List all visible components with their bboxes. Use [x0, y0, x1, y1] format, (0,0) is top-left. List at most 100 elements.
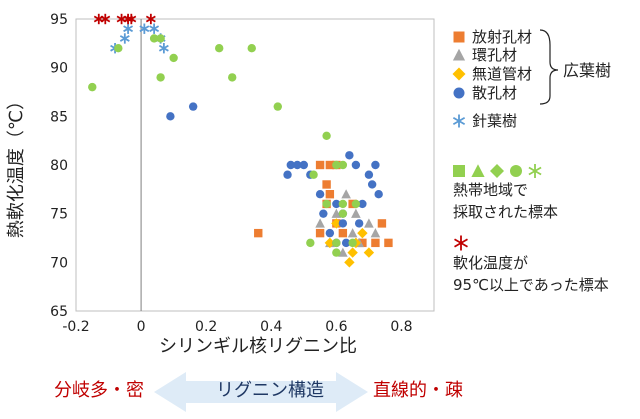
tropical-markers [453, 164, 542, 178]
data-point [166, 112, 175, 121]
data-point [123, 23, 134, 34]
data-point [332, 248, 341, 257]
data-point [348, 238, 357, 248]
data-point [114, 44, 123, 53]
data-point [247, 44, 256, 53]
data-point [123, 13, 134, 25]
data-point [363, 247, 375, 258]
data-point [169, 53, 178, 63]
data-point [286, 160, 295, 170]
hot-note-line1: 軟化温度が [453, 254, 528, 272]
hardwood-group-label: 広葉樹 [563, 61, 611, 80]
legend-marker [453, 31, 465, 43]
data-point [325, 160, 335, 170]
data-point [371, 238, 380, 248]
data-point [188, 102, 198, 111]
branching-dense-label: 分岐多・密 [54, 380, 144, 401]
data-point [344, 257, 355, 268]
y-tick-label: 80 [50, 158, 68, 174]
data-point [351, 208, 361, 218]
hardwood-brace [539, 29, 559, 105]
tropical-legend-marker [510, 165, 522, 177]
hot-marker [454, 235, 468, 251]
data-point [254, 228, 263, 238]
data-point [315, 218, 325, 228]
tropical-note-line1: 熱帯地域で [453, 181, 528, 199]
data-point [341, 189, 351, 199]
x-tick-label: 0 [137, 319, 146, 335]
x-axis-label: シリンギル核リグニン比 [159, 336, 357, 357]
hot-legend-marker [454, 235, 468, 251]
legend-label: 放射孔材 [472, 28, 532, 46]
data-point [283, 170, 292, 179]
data-point [347, 228, 358, 238]
legend-marker [452, 67, 466, 81]
data-point [338, 160, 348, 170]
data-point [119, 33, 130, 44]
data-point [358, 199, 367, 209]
legend-marker [452, 114, 466, 128]
data-point [364, 170, 374, 179]
data-point [322, 180, 331, 189]
data-point [332, 199, 341, 209]
data-point [357, 227, 368, 239]
hot-note-line2: 95℃以上であった標本 [453, 276, 609, 294]
y-tick-label: 85 [50, 109, 68, 125]
lignin-structure-label: リグニン構造 [216, 380, 324, 401]
data-point [293, 160, 302, 170]
data-point [322, 131, 331, 140]
y-tick-label: 75 [50, 207, 68, 223]
y-axis-label: 熱軟化温度（℃） [6, 92, 27, 238]
data-point [351, 199, 361, 209]
data-point [345, 151, 354, 160]
data-point [374, 190, 383, 199]
legend-label: 針葉樹 [472, 112, 517, 130]
legend-marker [453, 87, 465, 99]
legend-label: 散孔材 [472, 84, 517, 102]
data-point [315, 160, 325, 170]
tropical-legend-marker [471, 164, 485, 177]
data-point [156, 34, 165, 43]
x-tick-label: 0.6 [325, 319, 347, 335]
data-point [299, 160, 309, 170]
y-tick-label: 95 [50, 12, 68, 28]
data-point [347, 247, 358, 258]
data-point [384, 238, 393, 248]
data-point [228, 73, 237, 82]
tropical-legend-marker [528, 164, 542, 178]
y-tick-label: 65 [50, 304, 68, 320]
data-point [331, 208, 342, 218]
x-tick-label: 0.8 [390, 319, 412, 335]
data-point [332, 238, 341, 248]
data-point [309, 170, 318, 179]
data-point [156, 73, 165, 82]
data-point [338, 228, 348, 238]
x-tick-label: -0.2 [62, 319, 89, 335]
tropical-legend-marker [453, 165, 465, 177]
data-point [315, 190, 325, 199]
data-point [367, 180, 377, 189]
legend-label: 無道管材 [472, 65, 532, 83]
data-points [88, 13, 393, 268]
x-axis-ticks: -0.2 0 0.2 0.4 0.6 0.8 [62, 319, 412, 335]
legend-marker [452, 48, 466, 61]
data-point [331, 218, 342, 229]
data-point [322, 199, 331, 209]
data-point [332, 160, 341, 170]
lignin-structure-arrow [154, 372, 368, 412]
data-point [324, 237, 336, 249]
data-point [315, 228, 325, 238]
data-point [338, 209, 348, 218]
data-point [364, 218, 374, 228]
data-point [145, 13, 156, 25]
data-point [215, 44, 224, 53]
data-point [325, 228, 335, 238]
tropical-note-line2: 採取された標本 [453, 203, 558, 221]
data-point [306, 238, 315, 248]
data-point [273, 102, 282, 111]
data-point [149, 23, 160, 34]
data-point [354, 219, 364, 228]
data-point [149, 34, 159, 43]
